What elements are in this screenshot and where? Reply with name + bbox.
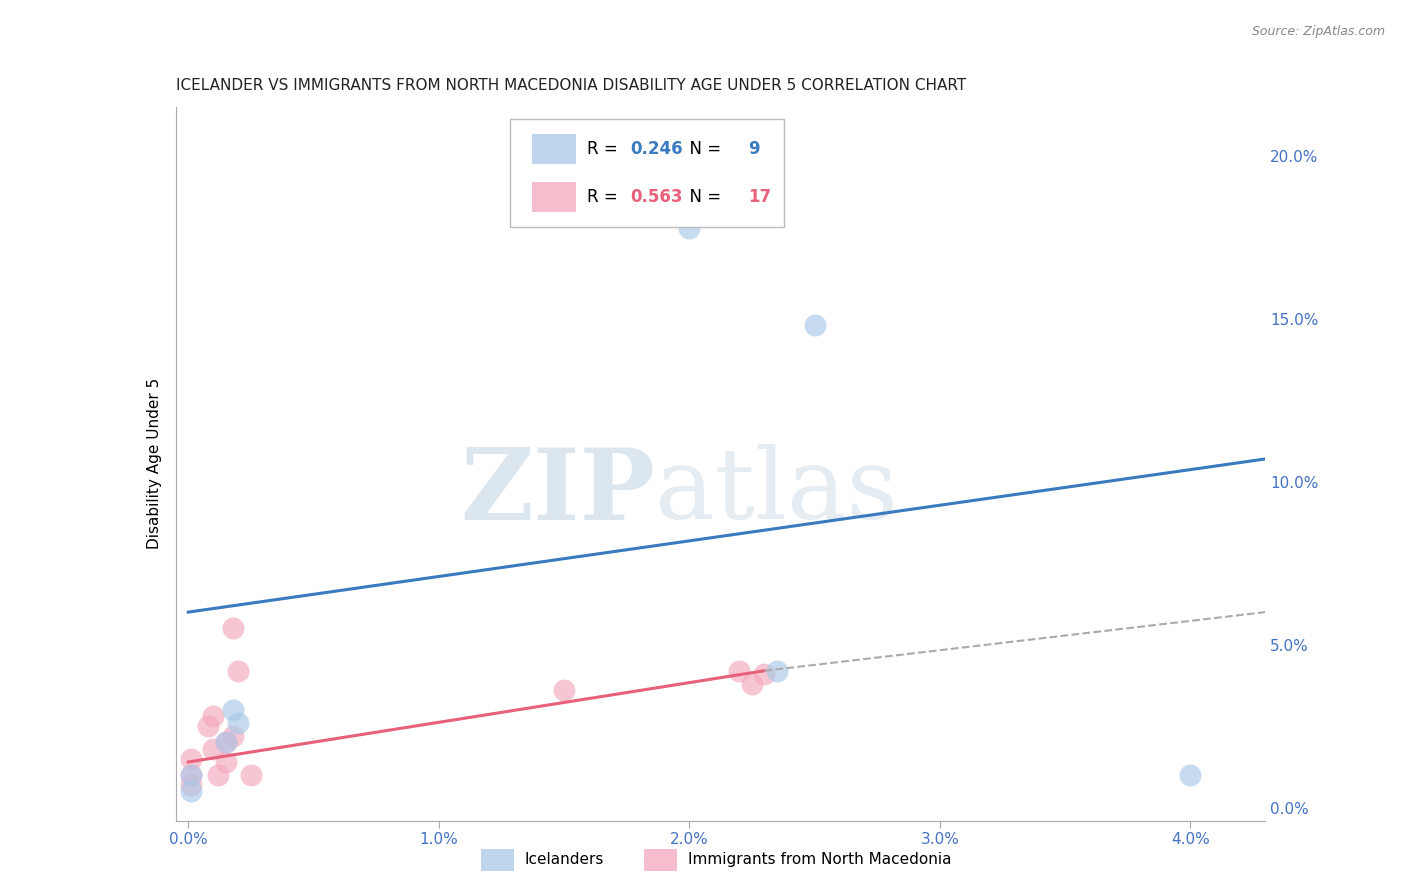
Text: atlas: atlas: [655, 444, 898, 541]
Point: [741, 677, 763, 691]
Text: N =: N =: [679, 140, 727, 158]
Point: [197, 719, 219, 733]
Point: [215, 755, 238, 769]
Point: [754, 667, 776, 681]
Point: [180, 778, 202, 792]
Point: [202, 709, 225, 723]
FancyBboxPatch shape: [531, 182, 575, 212]
Text: Icelanders: Icelanders: [524, 853, 603, 867]
Text: ICELANDER VS IMMIGRANTS FROM NORTH MACEDONIA DISABILITY AGE UNDER 5 CORRELATION : ICELANDER VS IMMIGRANTS FROM NORTH MACED…: [176, 78, 966, 94]
FancyBboxPatch shape: [481, 849, 513, 871]
Point: [228, 715, 250, 730]
Point: [228, 664, 250, 678]
Point: [180, 784, 202, 798]
Point: [180, 768, 202, 782]
Point: [678, 220, 700, 235]
FancyBboxPatch shape: [531, 134, 575, 164]
Text: R =: R =: [586, 188, 623, 206]
Text: R =: R =: [586, 140, 623, 158]
Point: [239, 768, 262, 782]
Text: 0.563: 0.563: [630, 188, 683, 206]
Point: [222, 703, 245, 717]
Point: [180, 752, 202, 766]
Point: [180, 768, 202, 782]
Y-axis label: Disability Age Under 5: Disability Age Under 5: [146, 378, 162, 549]
Point: [222, 729, 245, 743]
Point: [207, 768, 229, 782]
Text: N =: N =: [679, 188, 727, 206]
Text: 9: 9: [748, 140, 759, 158]
Point: [803, 318, 825, 333]
Point: [1180, 768, 1202, 782]
Point: [553, 683, 575, 698]
Point: [215, 735, 238, 749]
Text: 17: 17: [748, 188, 770, 206]
Point: [202, 742, 225, 756]
Point: [215, 735, 238, 749]
FancyBboxPatch shape: [644, 849, 678, 871]
Text: Immigrants from North Macedonia: Immigrants from North Macedonia: [688, 853, 952, 867]
FancyBboxPatch shape: [510, 120, 783, 227]
Point: [766, 664, 789, 678]
Point: [728, 664, 751, 678]
Point: [222, 621, 245, 635]
Text: Source: ZipAtlas.com: Source: ZipAtlas.com: [1251, 25, 1385, 38]
Text: 0.246: 0.246: [630, 140, 683, 158]
Text: ZIP: ZIP: [460, 444, 655, 541]
